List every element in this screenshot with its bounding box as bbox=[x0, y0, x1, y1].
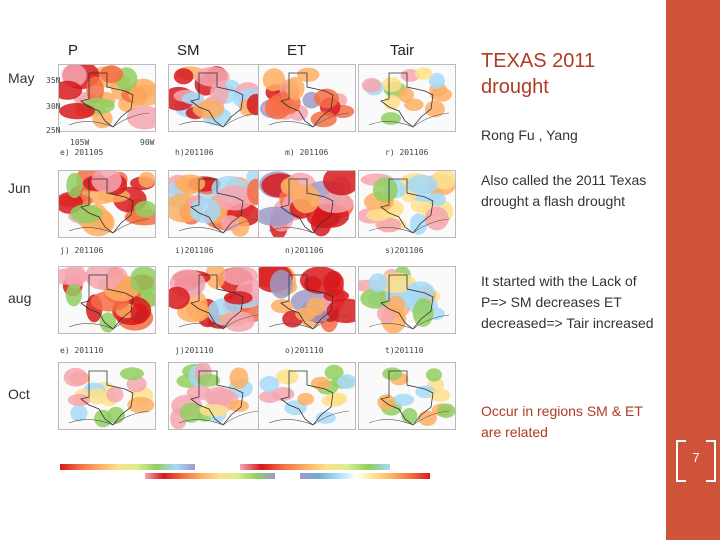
map-panel bbox=[168, 362, 266, 430]
panel-caption: t)201110 bbox=[385, 346, 424, 355]
panel-caption: n)201106 bbox=[285, 246, 324, 255]
map-panel bbox=[58, 170, 156, 238]
slide-title: TEXAS 2011 drought bbox=[481, 50, 596, 98]
map-panel bbox=[58, 362, 156, 430]
map-panel bbox=[258, 362, 356, 430]
map-panel bbox=[258, 64, 356, 132]
map-panel bbox=[168, 170, 266, 238]
panel-caption: e) 201110 bbox=[60, 346, 104, 355]
panel-caption: r) 201106 bbox=[385, 148, 429, 157]
panel-caption: j) 201106 bbox=[60, 246, 104, 255]
column-label-tair: Tair bbox=[390, 42, 415, 59]
column-label-sm: SM bbox=[177, 42, 200, 59]
row-label-may: May bbox=[8, 70, 35, 86]
map-panel bbox=[168, 64, 266, 132]
author-line: Rong Fu , Yang bbox=[481, 127, 578, 143]
accent-sidebar bbox=[666, 0, 720, 540]
paragraph-regions: Occur in regions SM & ET are related bbox=[481, 403, 643, 440]
row-label-oct: Oct bbox=[8, 386, 30, 402]
lat-tick-label: 25N bbox=[46, 126, 61, 135]
paragraph-flash-drought: Also called the 2011 Texas drought a fla… bbox=[481, 172, 647, 209]
map-panel bbox=[58, 266, 156, 334]
map-panel bbox=[168, 266, 266, 334]
panel-caption: o)201110 bbox=[285, 346, 324, 355]
page-number-box: 7 bbox=[676, 440, 716, 482]
map-panel bbox=[58, 64, 156, 132]
map-panel bbox=[358, 266, 456, 334]
panel-caption: j)201110 bbox=[175, 346, 214, 355]
column-label-p: P bbox=[68, 42, 79, 59]
panel-caption: m) 201106 bbox=[285, 148, 329, 157]
colorbar-precip bbox=[60, 464, 195, 470]
panel-caption: i)201106 bbox=[175, 246, 214, 255]
panel-caption: e) 201105 bbox=[60, 148, 104, 157]
row-label-jun: Jun bbox=[8, 180, 31, 196]
map-panel bbox=[358, 64, 456, 132]
lat-tick-label: 30N bbox=[46, 102, 61, 111]
column-label-et: ET bbox=[287, 42, 307, 59]
lat-tick-label: 35N bbox=[46, 76, 61, 85]
map-panel bbox=[358, 170, 456, 238]
row-label-aug: aug bbox=[8, 290, 32, 306]
map-panel bbox=[358, 362, 456, 430]
page-number: 7 bbox=[692, 450, 700, 465]
panel-caption: s)201106 bbox=[385, 246, 424, 255]
colorbar-tair bbox=[300, 473, 430, 479]
lon-tick-label: 105W bbox=[70, 138, 90, 147]
map-panel bbox=[258, 170, 356, 238]
lon-tick-label: 90W bbox=[140, 138, 155, 147]
map-panel bbox=[258, 266, 356, 334]
paragraph-mechanism: It started with the Lack of P=> SM decre… bbox=[481, 273, 654, 331]
colorbar-et bbox=[240, 464, 390, 470]
panel-caption: h)201106 bbox=[175, 148, 214, 157]
colorbar-sm bbox=[145, 473, 275, 479]
map-panel-grid bbox=[44, 60, 464, 440]
